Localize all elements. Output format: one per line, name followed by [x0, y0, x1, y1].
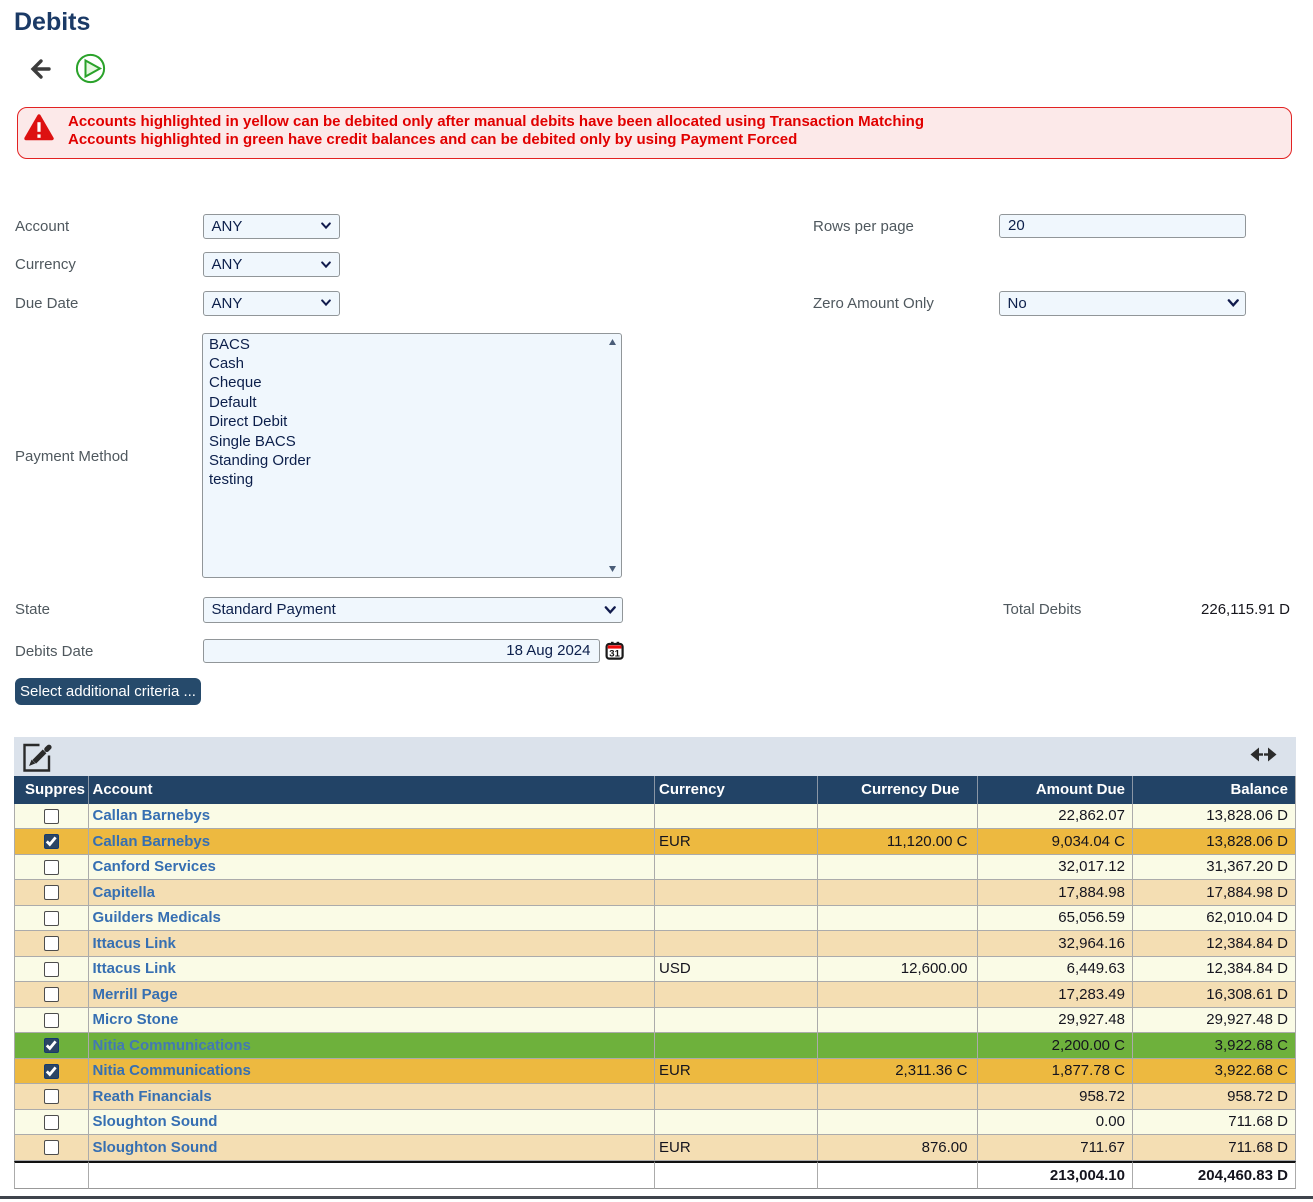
svg-text:31: 31 [609, 648, 620, 659]
